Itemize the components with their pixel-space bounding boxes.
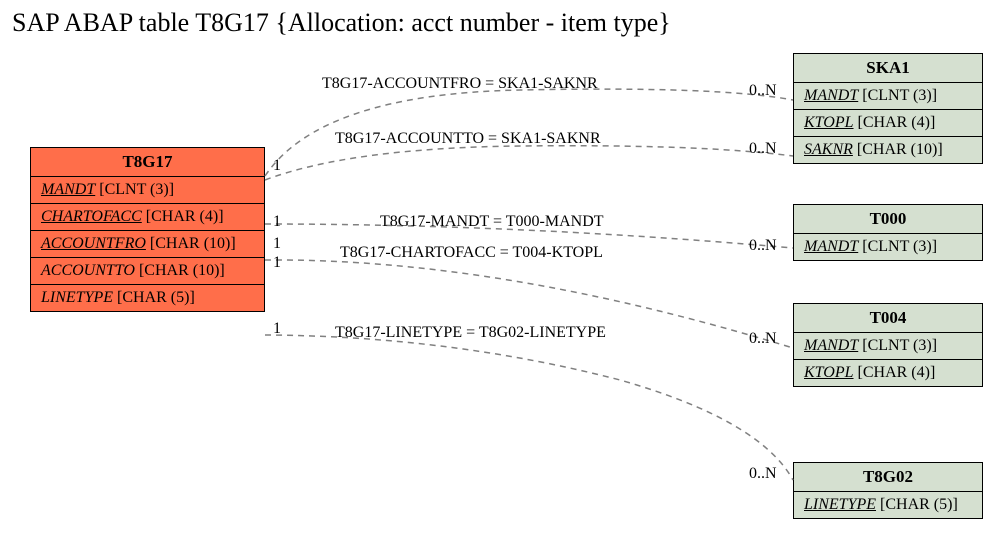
table-field: LINETYPE [CHAR (5)] xyxy=(794,492,982,518)
cardinality-left: 1 xyxy=(273,213,281,231)
table-header: T8G17 xyxy=(31,148,264,177)
table-field: MANDT [CLNT (3)] xyxy=(794,333,982,360)
cardinality-left: 1 xyxy=(273,235,281,253)
table-t004: T004 MANDT [CLNT (3)] KTOPL [CHAR (4)] xyxy=(793,303,983,387)
table-field: MANDT [CLNT (3)] xyxy=(794,83,982,110)
table-field: KTOPL [CHAR (4)] xyxy=(794,110,982,137)
table-header: T004 xyxy=(794,304,982,333)
edge-path xyxy=(265,146,793,180)
cardinality-left: 1 xyxy=(273,157,281,175)
table-field: ACCOUNTFRO [CHAR (10)] xyxy=(31,231,264,258)
cardinality-right: 0..N xyxy=(749,140,777,158)
cardinality-right: 0..N xyxy=(749,330,777,348)
table-field: KTOPL [CHAR (4)] xyxy=(794,360,982,386)
table-header: T8G02 xyxy=(794,463,982,492)
diagram-title: SAP ABAP table T8G17 {Allocation: acct n… xyxy=(12,8,671,38)
edge-path xyxy=(265,335,793,480)
table-header: SKA1 xyxy=(794,54,982,83)
table-field: SAKNR [CHAR (10)] xyxy=(794,137,982,163)
cardinality-right: 0..N xyxy=(749,465,777,483)
table-field: CHARTOFACC [CHAR (4)] xyxy=(31,204,264,231)
edge-label: T8G17-ACCOUNTFRO = SKA1-SAKNR xyxy=(322,75,598,93)
table-header: T000 xyxy=(794,205,982,234)
table-field: ACCOUNTTO [CHAR (10)] xyxy=(31,258,264,285)
edge-label: T8G17-MANDT = T000-MANDT xyxy=(380,213,604,231)
edge-label: T8G17-ACCOUNTTO = SKA1-SAKNR xyxy=(335,130,601,148)
edge-label: T8G17-LINETYPE = T8G02-LINETYPE xyxy=(335,324,606,342)
table-ska1: SKA1 MANDT [CLNT (3)] KTOPL [CHAR (4)] S… xyxy=(793,53,983,164)
table-t8g17: T8G17 MANDT [CLNT (3)] CHARTOFACC [CHAR … xyxy=(30,147,265,312)
cardinality-left: 1 xyxy=(273,254,281,272)
edge-label: T8G17-CHARTOFACC = T004-KTOPL xyxy=(340,244,603,262)
cardinality-left: 1 xyxy=(273,320,281,338)
table-field: LINETYPE [CHAR (5)] xyxy=(31,285,264,311)
table-t8g02: T8G02 LINETYPE [CHAR (5)] xyxy=(793,462,983,519)
table-t000: T000 MANDT [CLNT (3)] xyxy=(793,204,983,261)
table-field: MANDT [CLNT (3)] xyxy=(31,177,264,204)
table-field: MANDT [CLNT (3)] xyxy=(794,234,982,260)
cardinality-right: 0..N xyxy=(749,237,777,255)
cardinality-right: 0..N xyxy=(749,82,777,100)
